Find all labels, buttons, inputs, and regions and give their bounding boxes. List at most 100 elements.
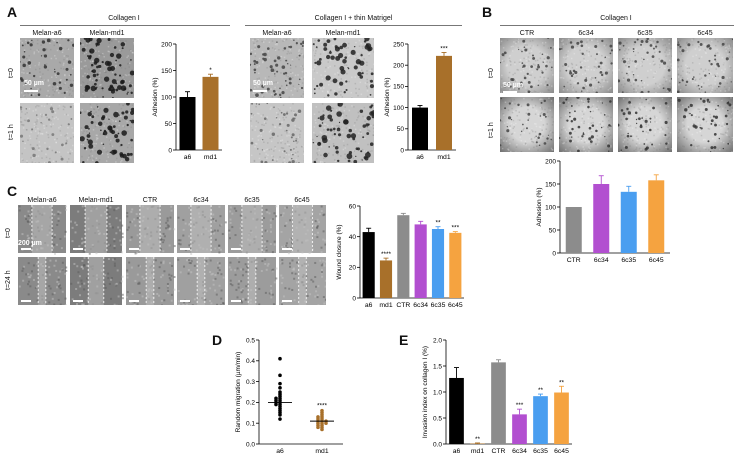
significance-label: *** <box>452 225 460 232</box>
x-tick-label: md1 <box>471 448 484 455</box>
y-tick-label: 50 <box>397 126 405 133</box>
y-tick-label: 2.0 <box>433 337 442 344</box>
y-tick-label: 0 <box>552 250 556 257</box>
wound-scalebar <box>21 300 31 302</box>
wound-scalebar <box>73 300 83 302</box>
wound-scalebar <box>180 300 190 302</box>
bar <box>593 184 610 253</box>
micrograph-b-6c35-t1h <box>618 97 672 152</box>
x-tick-label: CTR <box>396 302 410 309</box>
x-tick-label: md1 <box>437 154 450 161</box>
y-tick-label: 60 <box>349 203 357 210</box>
micrograph-a2-md1-t1h <box>312 103 374 163</box>
x-tick-label: CTR <box>567 257 581 264</box>
panel-a-group1-rule <box>20 25 230 26</box>
bar <box>179 97 196 150</box>
panel-a-row-t1h: t=1 h <box>8 124 15 140</box>
panel-b-scalebar-text: 50 µm <box>503 82 523 89</box>
scatter-point <box>316 425 320 430</box>
x-tick-label: 6c35 <box>621 257 636 264</box>
y-tick-label: 0.0 <box>433 441 442 448</box>
y-axis-label: Wound closure (%) <box>336 224 343 279</box>
panel-a-col-melan-a6: Melan-a6 <box>32 30 62 37</box>
bar <box>648 180 665 253</box>
micrograph-a-a6-t1h <box>20 103 74 163</box>
y-tick-label: 150 <box>161 68 172 75</box>
scatter-point <box>278 381 282 386</box>
significance-label: ** <box>435 220 441 227</box>
panel-c-col-6c34: 6c34 <box>193 197 209 204</box>
panel-b-group-header: Collagen I <box>600 15 632 22</box>
y-tick-label: 100 <box>545 204 556 211</box>
bar <box>449 377 464 444</box>
panel-b-col-6c35: 6c35 <box>637 30 653 37</box>
micrograph-b-6c35-t0 <box>618 38 672 93</box>
bar <box>554 392 569 444</box>
significance-label: ** <box>559 379 565 386</box>
x-tick-label: md1 <box>204 154 217 161</box>
x-tick-label: 6c45 <box>649 257 664 264</box>
panel-c-col-melan-md1: Melan-md1 <box>78 197 114 204</box>
x-tick-label: a6 <box>365 302 373 309</box>
panel-c-col-6c45: 6c45 <box>294 197 310 204</box>
wound-scalebar <box>282 248 292 250</box>
micrograph-b-ctr-t0 <box>500 38 554 93</box>
bar <box>533 396 548 444</box>
panel-b-col-6c34: 6c34 <box>578 30 594 37</box>
panel-c-scalebar-text: 200 µm <box>18 240 42 247</box>
significance-label: * <box>209 67 212 74</box>
x-tick-label: a6 <box>453 448 461 455</box>
panel-a-group1-header: Collagen I <box>108 15 140 22</box>
panel-a2-scalebar-text: 50 µm <box>253 80 273 87</box>
significance-label: *** <box>516 402 524 409</box>
wound-scalebar <box>129 300 139 302</box>
wound-scalebar <box>231 300 241 302</box>
wound-healing-micrographs <box>18 205 326 305</box>
x-tick-label: 6c35 <box>431 302 446 309</box>
panel-b-col-ctr: CTR <box>519 30 535 37</box>
panel-b-label: B <box>482 4 493 20</box>
x-tick-label: a6 <box>276 448 284 455</box>
micrograph-a2-a6-t0 <box>250 38 304 98</box>
chart-c-wound-closure: 0 20 40 60 Wound closure (%) a6 md1 CTR 6c34 6c35… <box>336 203 464 309</box>
x-tick-label: 6c34 <box>594 257 609 264</box>
scatter-point <box>324 421 328 425</box>
panel-a2-scalebar <box>253 90 267 92</box>
panel-e-label: E <box>399 332 409 348</box>
scatter-point <box>278 373 282 378</box>
y-tick-label: 200 <box>393 63 404 70</box>
wound-scalebar <box>21 248 31 250</box>
panel-a-label: A <box>7 4 18 20</box>
chart-a-matrigel: 0 50 100 150 200 250 Adhesion (%) a6 md1 *** <box>384 41 456 161</box>
panel-d-label: D <box>212 332 223 348</box>
bar <box>512 414 527 444</box>
significance-label: ** <box>538 387 544 394</box>
x-tick-label: 6c45 <box>554 448 569 455</box>
y-tick-label: 0.5 <box>246 337 255 344</box>
y-tick-label: 20 <box>349 265 357 272</box>
y-tick-label: 0.2 <box>246 400 255 407</box>
y-tick-label: 0 <box>400 147 404 154</box>
wound-scalebar <box>180 248 190 250</box>
panel-b-group-rule <box>500 25 734 26</box>
bar <box>449 232 462 298</box>
scatter-point <box>278 356 282 361</box>
panel-b-row-t1h: t=1 h <box>488 122 495 138</box>
y-tick-label: 50 <box>549 227 557 234</box>
y-tick-label: 50 <box>165 121 173 128</box>
y-axis-label: Random migration (µm/min) <box>235 352 242 433</box>
y-axis-label: Adhesion (%) <box>536 187 543 226</box>
panel-c-label: C <box>7 183 18 199</box>
panel-a-scalebar <box>24 90 38 92</box>
panel-b-row-t0: t=0 <box>488 68 495 78</box>
x-tick-label: a6 <box>416 154 424 161</box>
bar <box>362 232 375 298</box>
y-tick-label: 0.3 <box>246 379 255 386</box>
panel-c-row-t0: t=0 <box>5 228 12 238</box>
bar <box>436 55 452 150</box>
panel-c-col-ctr: CTR <box>142 197 158 204</box>
micrograph-a-a6-t0 <box>20 38 74 98</box>
y-axis-label: Adhesion (%) <box>384 77 391 116</box>
y-tick-label: 100 <box>393 105 404 112</box>
significance-label: **** <box>381 251 392 258</box>
